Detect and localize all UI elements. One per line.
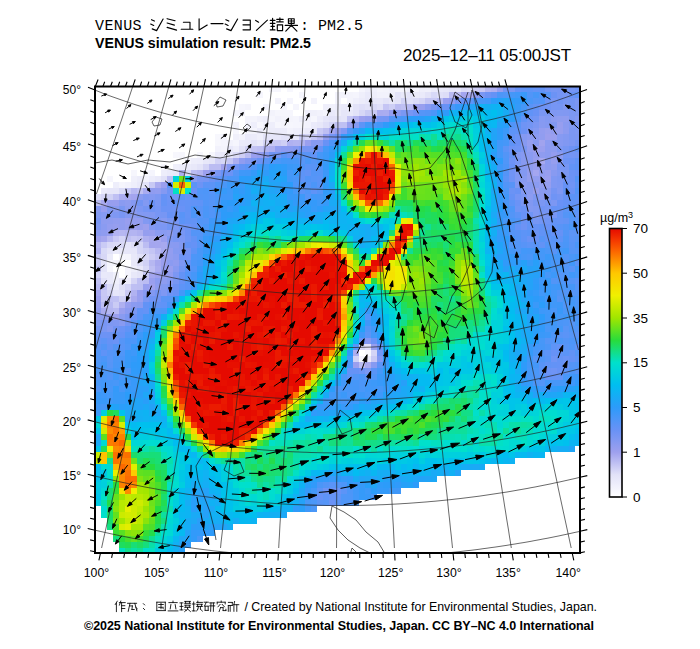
svg-text:35: 35 xyxy=(633,311,648,326)
svg-text:70: 70 xyxy=(633,221,648,236)
svg-text:50°: 50° xyxy=(63,83,81,97)
svg-text:115°: 115° xyxy=(262,566,287,580)
svg-text:/ Created by National Institut: / Created by National Institute for Envi… xyxy=(244,600,597,614)
svg-text:135°: 135° xyxy=(495,566,521,580)
svg-text:2025–12–11 05:00JST: 2025–12–11 05:00JST xyxy=(403,46,571,65)
svg-text:©2025 National Institute for E: ©2025 National Institute for Environment… xyxy=(84,619,594,633)
svg-text:1: 1 xyxy=(633,445,641,460)
svg-text:40°: 40° xyxy=(63,195,81,209)
svg-text:25°: 25° xyxy=(63,361,81,375)
svg-text:15: 15 xyxy=(633,355,648,370)
svg-text:5: 5 xyxy=(633,400,641,415)
svg-text:VENUS simulation result: PM2.5: VENUS simulation result: PM2.5 xyxy=(95,35,311,51)
svg-text:105°: 105° xyxy=(144,566,170,580)
svg-text:50: 50 xyxy=(633,266,648,281)
svg-text:30°: 30° xyxy=(63,306,81,320)
svg-text:35°: 35° xyxy=(63,251,81,265)
svg-text:130°: 130° xyxy=(436,566,462,580)
svg-text:10°: 10° xyxy=(63,523,81,537)
svg-text:110°: 110° xyxy=(204,566,229,580)
svg-text:20°: 20° xyxy=(63,415,81,429)
svg-text:VENUS: VENUS xyxy=(95,18,142,35)
svg-text:100°: 100° xyxy=(84,566,110,580)
svg-text:45°: 45° xyxy=(63,140,81,154)
svg-text:15°: 15° xyxy=(63,469,81,483)
svg-text:125°: 125° xyxy=(378,566,404,580)
svg-text:0: 0 xyxy=(633,490,641,505)
svg-text:120°: 120° xyxy=(320,566,346,580)
svg-text:: PM2.5: : PM2.5 xyxy=(300,18,363,35)
svg-text:140°: 140° xyxy=(555,566,581,580)
